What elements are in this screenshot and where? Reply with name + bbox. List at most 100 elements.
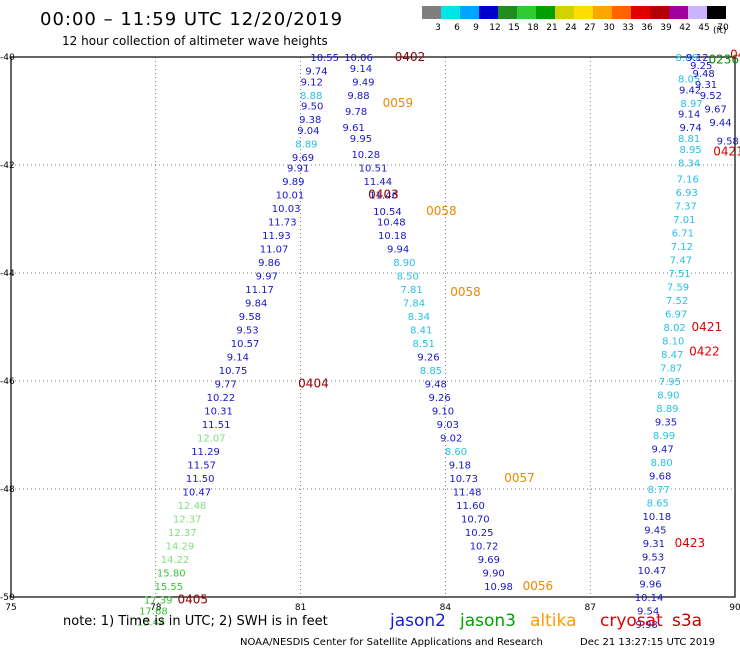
legend-jason3: jason3: [459, 611, 516, 631]
chart-subtitle: 12 hour collection of altimeter wave hei…: [62, 34, 328, 48]
wave-height-value: 10.54: [373, 207, 402, 218]
axis-ticks: 75 78 81 84 87 90 -40 -42 -44 -46 -48 -50: [0, 53, 740, 613]
wave-height-value: 9.48: [425, 380, 447, 391]
pass-time-label: 0403: [368, 188, 399, 202]
x-tick-label: 78: [150, 603, 162, 613]
footer-timestamp: Dec 21 13:27:15 UTC 2019: [580, 637, 715, 648]
wave-height-value: 9.61: [343, 123, 365, 134]
wave-height-value: 8.99: [653, 431, 675, 442]
wave-height-value: 9.12: [686, 53, 708, 64]
wave-height-value: 9.25: [690, 61, 712, 72]
wave-height-value: 9.95: [350, 134, 372, 145]
wave-height-value: 10.73: [449, 474, 478, 485]
wave-height-value: 9.44: [709, 118, 731, 129]
wave-height-value: 10.18: [642, 512, 671, 523]
wave-height-value: 14.22: [161, 555, 190, 566]
colorbar-tick-label: 39: [660, 23, 672, 33]
wave-height-value: 8.85: [420, 366, 442, 377]
pass-time-label: 0423: [675, 536, 706, 550]
wave-height-value: 9.38: [299, 115, 321, 126]
wave-height-value: 11.17: [245, 285, 274, 296]
wave-height-value: 9.14: [227, 353, 249, 364]
wave-height-value: 9.86: [258, 258, 280, 269]
wave-height-value: 8.51: [413, 339, 435, 350]
colorbar-swatch: [441, 6, 460, 19]
wave-height-value: 9.02: [440, 434, 462, 445]
wave-height-value: 11.07: [260, 245, 289, 256]
pass-time-label: 0404: [298, 377, 329, 391]
pass-time-label: 0402: [395, 50, 426, 64]
wave-height-value: 11.46: [369, 191, 398, 202]
wave-height-value: 11.60: [456, 501, 485, 512]
wave-height-value: 7.12: [671, 242, 693, 253]
wave-height-value: 10.14: [635, 593, 664, 604]
colorbar-swatch: [574, 6, 593, 19]
colorbar-tick-label: 45: [698, 23, 709, 33]
wave-height-value: 6.71: [672, 229, 694, 240]
colorbar-swatch: [650, 6, 669, 19]
wave-height-value: 8.02: [664, 323, 686, 334]
wave-height-value: 9.74: [679, 123, 701, 134]
wave-height-value: 7.37: [675, 202, 697, 213]
legend-cryosat: cryosat: [600, 611, 663, 631]
colorbar-swatch: [498, 6, 517, 19]
wave-height-value: 15.80: [157, 569, 186, 580]
legend-altika: altika: [530, 611, 577, 631]
colorbar-tick-label: 33: [622, 23, 633, 33]
wave-height-value: 8.10: [662, 337, 684, 348]
pass-time-label: 0058: [426, 204, 457, 218]
wave-height-value: 9.78: [345, 107, 367, 118]
x-tick-label: 81: [295, 603, 306, 613]
wave-height-value: 9.96: [639, 580, 661, 591]
colorbar-swatch: [669, 6, 688, 19]
wave-height-value: 6.97: [665, 310, 687, 321]
colorbar-swatch: [460, 6, 479, 19]
wave-height-value: 8.89: [656, 404, 678, 415]
colorbar-swatch: [536, 6, 555, 19]
colorbar-swatch: [707, 6, 726, 19]
y-tick-label: -46: [0, 377, 15, 387]
wave-height-value: 9.50: [301, 102, 323, 113]
wave-height-value: 10.03: [272, 204, 301, 215]
wave-height-value: 9.53: [236, 326, 258, 337]
y-tick-label: -50: [0, 593, 15, 603]
wave-height-value: 11.50: [186, 474, 215, 485]
wave-height-value: 10.22: [207, 393, 236, 404]
colorbar-tick-label: 21: [546, 23, 557, 33]
wave-height-value: 9.91: [287, 164, 309, 175]
wave-height-value: 10.47: [183, 488, 212, 499]
pass-time-label: 0058: [450, 285, 481, 299]
colorbar-swatch: [555, 6, 574, 19]
wave-height-value: 17.39: [144, 596, 173, 607]
wave-height-value: 8.41: [410, 326, 432, 337]
wave-height-value: 9.58: [239, 312, 261, 323]
wave-height-value: 11.57: [187, 461, 216, 472]
wave-height-value: 8.34: [678, 158, 700, 169]
wave-height-value: 8.77: [648, 485, 670, 496]
wave-height-value: 10.18: [378, 231, 407, 242]
wave-height-value: 17.68: [139, 607, 168, 618]
wave-height-value: 9.69: [478, 555, 500, 566]
wave-height-value: 7.95: [659, 377, 681, 388]
wave-height-value: 8.88: [300, 91, 322, 102]
footer-note: note: 1) Time is in UTC; 2) SWH is in fe…: [63, 614, 328, 629]
wave-height-value: 9.42: [679, 85, 701, 96]
wave-height-value: 10.31: [204, 407, 233, 418]
wave-height-value: 10.47: [638, 566, 667, 577]
wave-height-value: 11.51: [202, 420, 231, 431]
pass-time-label: 0056: [523, 579, 554, 593]
colorbar-legend: 3 6 9 12 15 18 21 24 27 30 33 36 39 42 45 70: [422, 6, 729, 33]
pass-time-label: 0421: [713, 145, 740, 159]
wave-height-value: 8.90: [657, 391, 679, 402]
y-tick-label: -40: [0, 53, 15, 63]
wave-height-value: 15.55: [155, 582, 184, 593]
plot-frame: [10, 56, 736, 598]
colorbar-tick-label: 18: [527, 23, 539, 33]
y-tick-label: -42: [0, 161, 15, 171]
colorbar-swatch: [631, 6, 650, 19]
x-tick-label: 90: [729, 603, 740, 613]
wave-height-value: 9.84: [245, 299, 267, 310]
wave-height-value: 9.04: [297, 126, 319, 137]
wave-height-value: 6.93: [676, 188, 698, 199]
wave-height-value: 10.51: [359, 164, 388, 175]
